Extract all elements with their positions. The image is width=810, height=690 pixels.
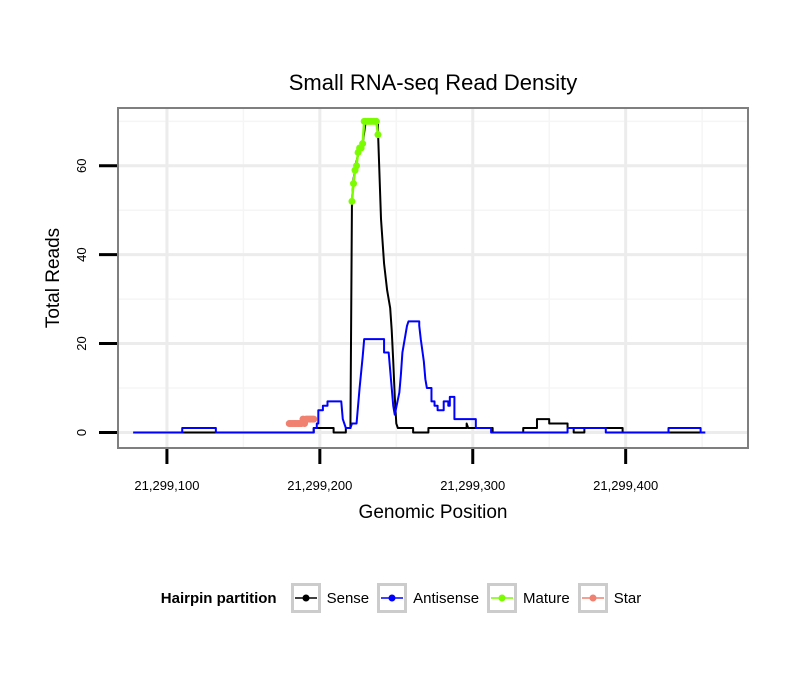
plot-panel-border bbox=[117, 107, 749, 449]
line-point-icon bbox=[381, 594, 404, 602]
legend-label-star: Star bbox=[613, 589, 642, 607]
line-point-icon bbox=[491, 594, 514, 602]
legend-item-star: Star bbox=[577, 583, 642, 613]
series-points bbox=[285, 117, 382, 428]
legend-item-antisense: Antisense bbox=[377, 583, 479, 613]
y-axis-label: Total Reads bbox=[43, 227, 64, 329]
x-tick-label: 21,299,400 bbox=[593, 478, 658, 493]
legend-label-sense: Sense bbox=[326, 589, 370, 607]
legend-item-sense: Sense bbox=[290, 583, 370, 613]
data-point-star bbox=[310, 415, 318, 423]
legend-key-mature bbox=[487, 583, 518, 613]
minor-gridlines bbox=[118, 108, 748, 448]
x-axis-label: Genomic Position bbox=[358, 502, 508, 523]
data-point-mature bbox=[349, 180, 357, 188]
major-gridlines bbox=[118, 108, 748, 448]
legend-label-mature: Mature bbox=[523, 589, 570, 607]
line-point-icon bbox=[294, 594, 317, 602]
legend-item-mature: Mature bbox=[487, 583, 570, 613]
x-tick-label: 21,299,200 bbox=[287, 478, 352, 493]
x-tick-label: 21,299,300 bbox=[440, 478, 505, 493]
chart-title: Small RNA-seq Read Density bbox=[288, 70, 578, 95]
legend-key-sense bbox=[290, 583, 321, 613]
legend-key-star bbox=[577, 583, 608, 613]
data-point-mature bbox=[353, 162, 361, 170]
legend-label-antisense: Antisense bbox=[413, 589, 480, 607]
y-tick-label: 0 bbox=[74, 429, 89, 436]
x-tick-label: 21,299,100 bbox=[134, 478, 199, 493]
legend-key-antisense bbox=[377, 583, 408, 613]
legend-title: Hairpin partition bbox=[160, 589, 277, 607]
y-axis: 0 20 40 60 bbox=[74, 159, 117, 436]
data-point-mature bbox=[374, 131, 382, 139]
line-point-icon bbox=[581, 594, 604, 602]
y-tick-label: 60 bbox=[74, 159, 89, 173]
series-line-sense bbox=[133, 120, 706, 434]
y-tick-label: 40 bbox=[74, 247, 89, 261]
data-point-mature bbox=[348, 197, 356, 205]
data-point-mature bbox=[359, 140, 367, 148]
y-tick-label: 20 bbox=[74, 336, 89, 350]
legend: Hairpin partition Sense Antisense Mature… bbox=[0, 578, 810, 618]
series-lines bbox=[133, 120, 706, 434]
series-line-antisense bbox=[133, 320, 706, 434]
data-point-mature bbox=[372, 117, 380, 125]
x-axis: 21,299,100 21,299,200 21,299,300 21,299,400 bbox=[134, 449, 658, 493]
